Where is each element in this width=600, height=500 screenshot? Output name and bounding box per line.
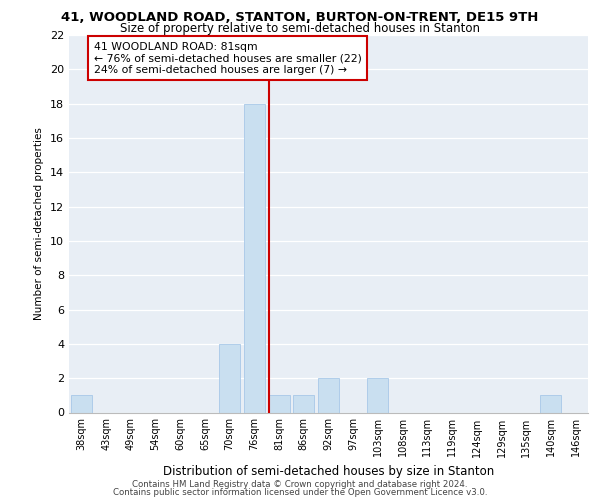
X-axis label: Distribution of semi-detached houses by size in Stanton: Distribution of semi-detached houses by … [163, 465, 494, 478]
Bar [318, 378, 339, 412]
Bar [219, 344, 240, 412]
Text: Contains HM Land Registry data © Crown copyright and database right 2024.: Contains HM Land Registry data © Crown c… [132, 480, 468, 489]
Bar [541, 396, 562, 412]
Bar [293, 396, 314, 412]
Y-axis label: Number of semi-detached properties: Number of semi-detached properties [34, 128, 44, 320]
Bar [269, 396, 290, 412]
Text: 41 WOODLAND ROAD: 81sqm
← 76% of semi-detached houses are smaller (22)
24% of se: 41 WOODLAND ROAD: 81sqm ← 76% of semi-de… [94, 42, 362, 75]
Text: Contains public sector information licensed under the Open Government Licence v3: Contains public sector information licen… [113, 488, 487, 497]
Text: 41, WOODLAND ROAD, STANTON, BURTON-ON-TRENT, DE15 9TH: 41, WOODLAND ROAD, STANTON, BURTON-ON-TR… [61, 11, 539, 24]
Bar [367, 378, 388, 412]
Bar [71, 396, 92, 412]
Bar [244, 104, 265, 412]
Text: Size of property relative to semi-detached houses in Stanton: Size of property relative to semi-detach… [120, 22, 480, 35]
